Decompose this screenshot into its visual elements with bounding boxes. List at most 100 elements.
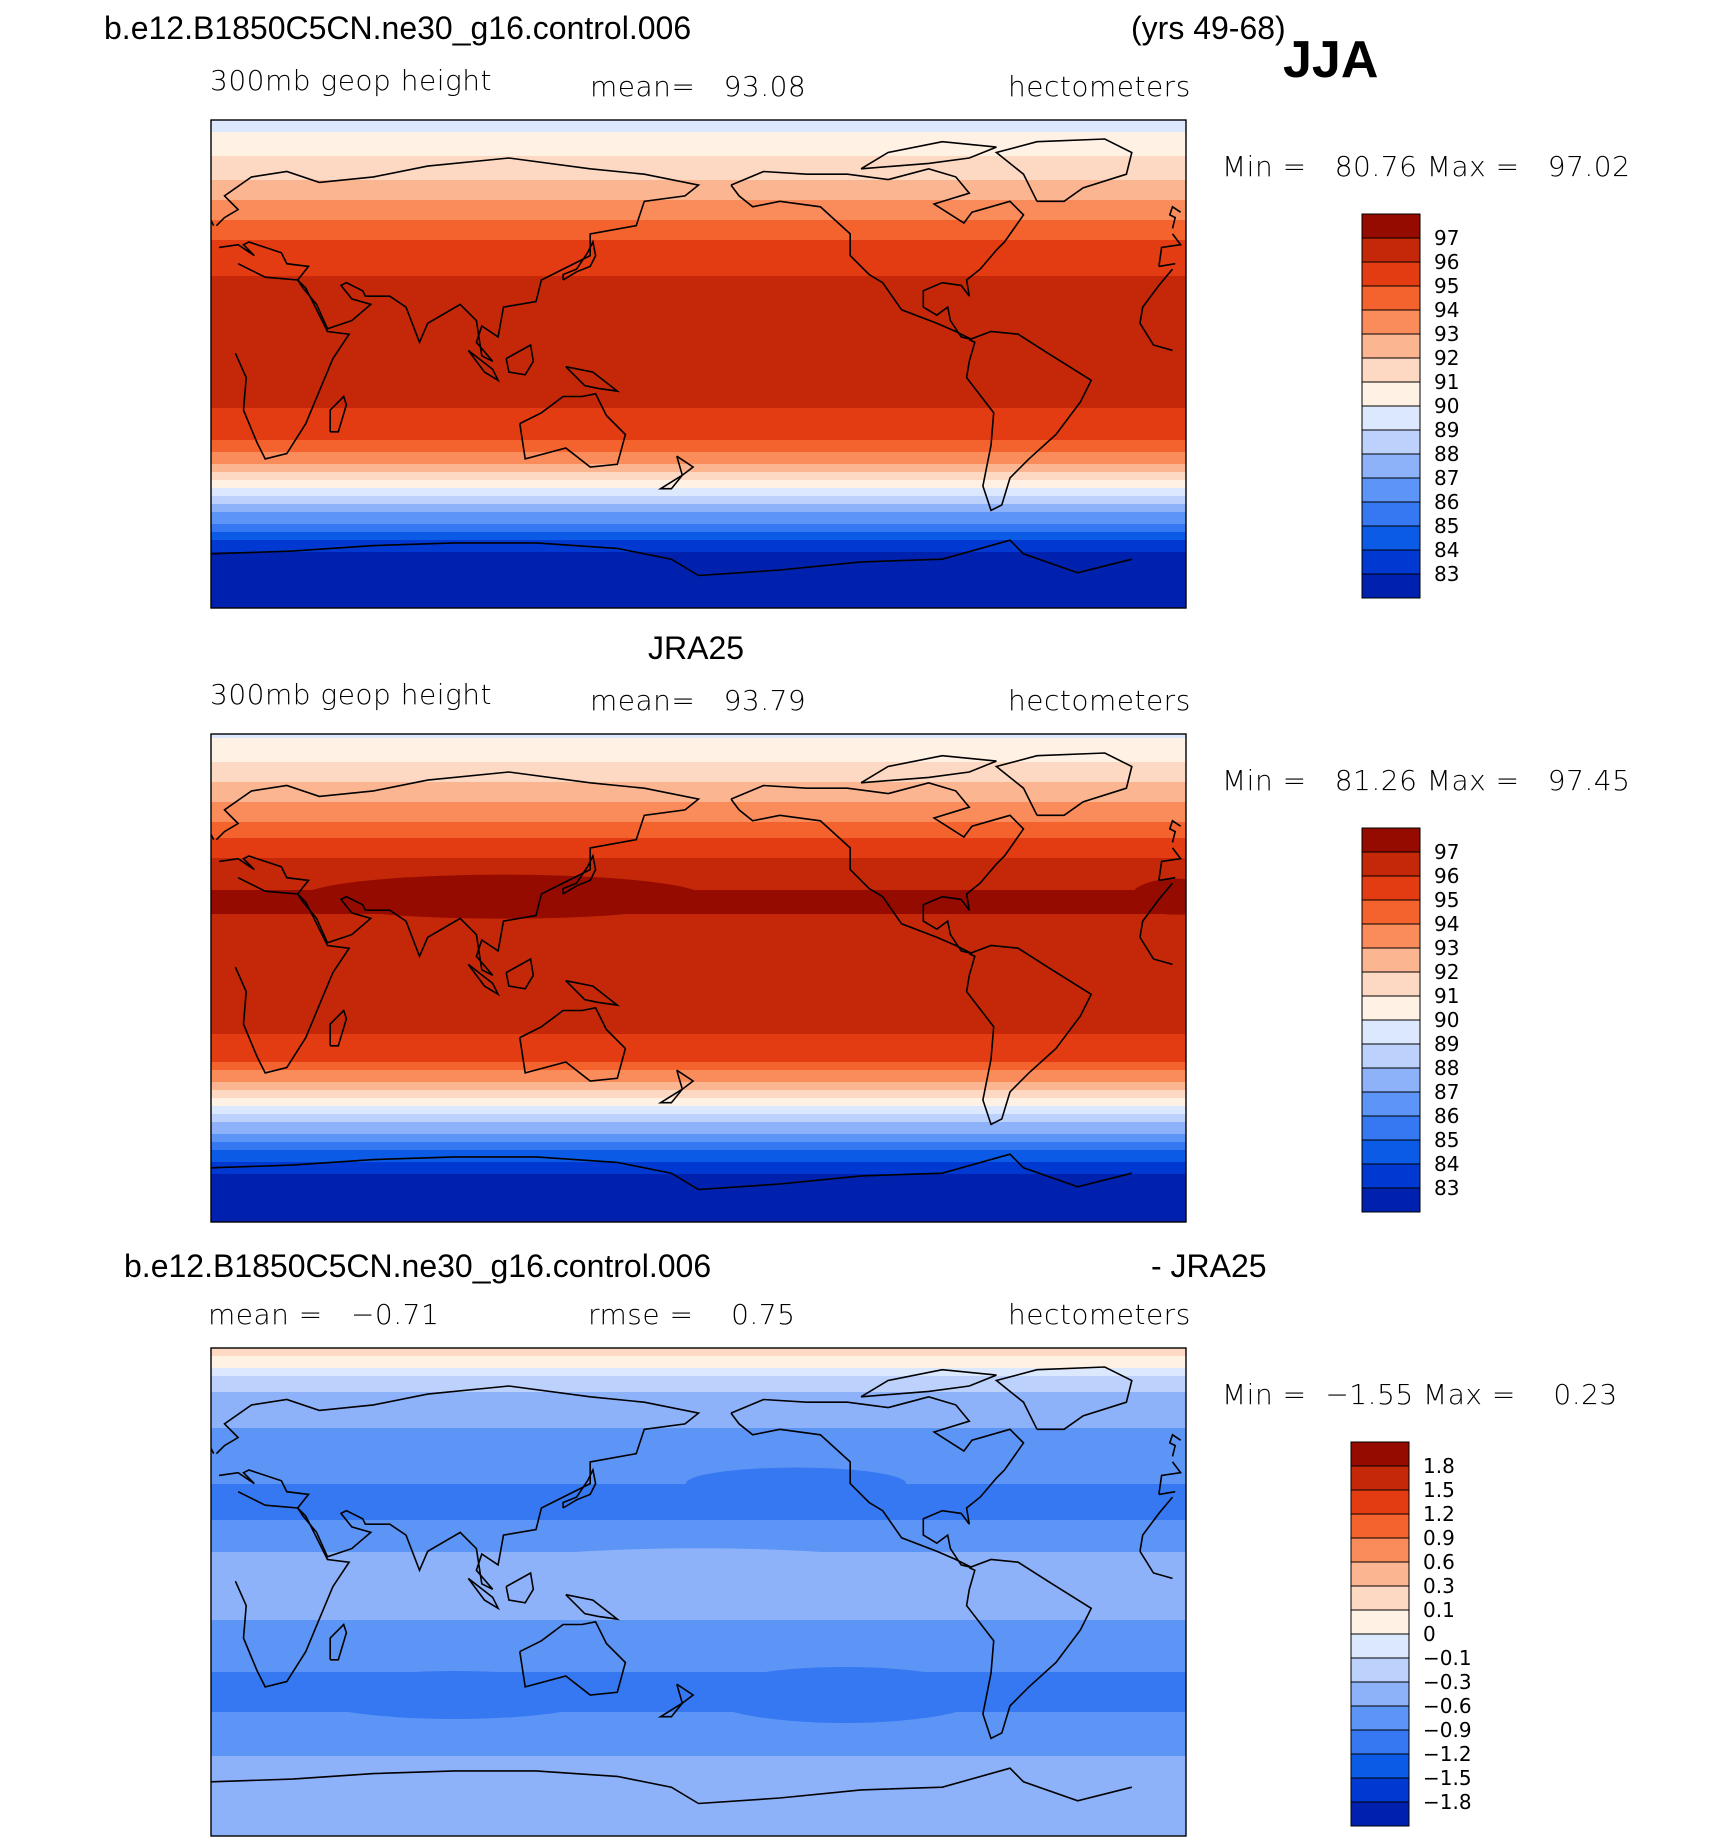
field-band: [211, 1046, 1186, 1051]
field-band: [211, 742, 1186, 747]
legend-label: 0.9: [1423, 1526, 1455, 1550]
field-band: [211, 862, 1186, 867]
field-band: [211, 180, 1186, 185]
field-band: [211, 966, 1186, 971]
coastline-uk: [1168, 205, 1182, 229]
field-band: [211, 1348, 1186, 1353]
field-band: [211, 1130, 1186, 1135]
field-band: [211, 1102, 1186, 1107]
field-band: [211, 460, 1186, 465]
field-low-npac: [686, 1467, 906, 1500]
field-band: [211, 854, 1186, 859]
field-band: [211, 1098, 1186, 1103]
field-band: [211, 440, 1186, 445]
panel1-mean: mean= 93.08: [590, 70, 807, 103]
field-band: [211, 412, 1186, 417]
legend-swatch: [1350, 1537, 1410, 1563]
legend-swatch: [1350, 1513, 1410, 1539]
field-band: [211, 1816, 1186, 1821]
field-band: [211, 942, 1186, 947]
field-band: [211, 858, 1186, 863]
field-band: [211, 986, 1186, 991]
field-band: [211, 1616, 1186, 1621]
legend-swatch: [1361, 237, 1421, 263]
legend-label: 0.6: [1423, 1550, 1455, 1574]
legend-label: 86: [1434, 490, 1459, 514]
field-band: [211, 822, 1186, 827]
legend-swatch: [1361, 501, 1421, 527]
legend-label: 1.2: [1423, 1502, 1455, 1526]
legend-swatch: [1361, 1139, 1421, 1165]
map-field-3: [211, 1348, 1186, 1836]
field-band: [211, 1154, 1186, 1159]
field-band: [211, 1500, 1186, 1505]
field-band: [211, 1628, 1186, 1633]
field-band: [211, 452, 1186, 457]
field-band: [211, 528, 1186, 533]
field-band: [211, 846, 1186, 851]
field-band: [211, 1448, 1186, 1453]
coastline-madagascar: [329, 395, 348, 433]
legend-label: −0.1: [1423, 1646, 1472, 1670]
legend-label: 90: [1434, 1008, 1459, 1032]
field-band: [211, 1086, 1186, 1091]
field-band: [211, 906, 1186, 911]
field-band: [211, 152, 1186, 157]
field-band: [211, 1360, 1186, 1365]
field-band: [211, 156, 1186, 161]
field-band: [211, 746, 1186, 751]
field-band: [211, 958, 1186, 963]
field-band: [211, 1392, 1186, 1397]
coastline-borneo: [505, 1571, 535, 1604]
field-band: [211, 1416, 1186, 1421]
field-band: [211, 1142, 1186, 1147]
legend-label: 83: [1434, 562, 1459, 586]
field-band: [211, 376, 1186, 381]
field-band: [211, 212, 1186, 217]
field-band: [211, 1198, 1186, 1203]
coastline-australia: [519, 1006, 627, 1082]
field-band: [211, 1380, 1186, 1385]
field-band: [211, 1648, 1186, 1653]
field-band: [211, 476, 1186, 481]
field-band: [211, 1524, 1186, 1529]
legend-label: 85: [1434, 1128, 1459, 1152]
field-band: [211, 870, 1186, 875]
legend-swatch: [1361, 1163, 1421, 1189]
field-band: [211, 1468, 1186, 1473]
coastline-newguinea: [565, 979, 621, 1007]
field-band: [211, 1170, 1186, 1175]
legend-swatch: [1350, 1609, 1410, 1635]
coastline-samerica: [965, 1558, 1093, 1740]
field-band: [211, 1656, 1186, 1661]
field-band: [211, 568, 1186, 573]
field-band: [211, 1352, 1186, 1357]
field-band: [211, 1432, 1186, 1437]
field-band: [211, 1704, 1186, 1709]
field-high-asia: [303, 874, 704, 919]
field-band: [211, 1014, 1186, 1019]
legend-label: 85: [1434, 514, 1459, 538]
field-band: [211, 1824, 1186, 1829]
field-band: [211, 1532, 1186, 1537]
field-band: [211, 990, 1186, 995]
field-band: [211, 1700, 1186, 1705]
field-band: [211, 316, 1186, 321]
legend-swatch: [1350, 1561, 1410, 1587]
coastline-japan: [562, 853, 597, 895]
field-band: [211, 1664, 1186, 1669]
field-band: [211, 1376, 1186, 1381]
field-band: [211, 1820, 1186, 1825]
field-band: [211, 950, 1186, 955]
field-band: [211, 766, 1186, 771]
coastline-borneo: [505, 343, 535, 376]
field-band: [211, 372, 1186, 377]
field-band: [211, 1736, 1186, 1741]
field-band: [211, 1732, 1186, 1737]
field-band: [211, 1676, 1186, 1681]
field-band: [211, 1608, 1186, 1613]
field-band: [211, 1182, 1186, 1187]
field-band: [211, 1808, 1186, 1813]
field-band: [211, 758, 1186, 763]
field-band: [211, 524, 1186, 529]
